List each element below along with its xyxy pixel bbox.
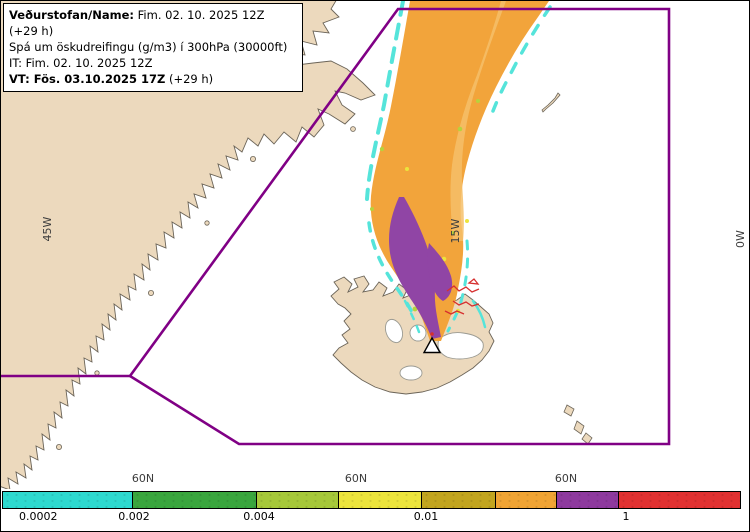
island	[350, 126, 356, 132]
lime-speck	[457, 126, 463, 132]
scale-cell-green	[132, 491, 257, 509]
hofsjokull-glacier	[409, 324, 427, 342]
island	[563, 404, 575, 417]
red-contours	[444, 278, 480, 315]
red-contour	[444, 310, 465, 315]
info-line-valid-time: VT: Fös. 03.10.2025 17Z (+29 h)	[9, 71, 296, 87]
cyan-fringe-segment	[403, 299, 421, 334]
volcano-triangle-icon	[422, 336, 442, 354]
scale-label-0: 0.0002	[19, 510, 58, 523]
cyan-fringe-segment	[471, 299, 487, 329]
info-line-issuer: Veðurstofan/Name: Fim. 02. 10. 2025 12Z …	[9, 7, 296, 39]
ash-plume-light-band	[450, 1, 506, 241]
cyan-fringe-segment	[491, 5, 552, 113]
greenland-offshore-islands	[56, 126, 356, 450]
vatnajokull-glacier	[437, 332, 484, 360]
red-contour	[467, 278, 480, 285]
concentration-color-scale	[2, 491, 748, 509]
fir-boundary	[1, 7, 671, 446]
cyan-fringe-segment	[446, 239, 470, 333]
latitude-label-60n-right: 60N	[555, 472, 577, 485]
ash-plume-purple-core	[389, 197, 453, 339]
scale-label-3: 0.01	[413, 510, 439, 523]
valid-time-offset: (+29 h)	[165, 72, 214, 86]
iceland-glaciers	[384, 318, 484, 381]
greenland-landmass	[1, 1, 376, 489]
latitude-label-60n-left: 60N	[132, 472, 154, 485]
island	[56, 443, 63, 450]
island	[147, 289, 154, 296]
scale-cell-lime	[256, 491, 339, 509]
graticule-labels: 45W 15W 0W 60N 60N 60N	[41, 216, 747, 485]
lime-speck	[370, 207, 374, 211]
scale-cell-cyan	[2, 491, 133, 509]
scale-cell-purple	[556, 491, 619, 509]
island	[204, 220, 210, 226]
scale-label-2: 0.004	[243, 510, 275, 523]
ash-plume-specks	[370, 99, 480, 314]
volcano-marker	[422, 332, 442, 354]
volcano-summit-dot	[430, 332, 434, 336]
myrdalsjokull-glacier	[399, 365, 423, 381]
lime-speck	[379, 146, 385, 152]
info-line-product: Spá um öskudreifingu (g/m3) í 300hPa (30…	[9, 40, 288, 54]
latitude-label-60n-middle: 60N	[345, 472, 367, 485]
scale-label-4: 1	[622, 510, 630, 523]
island	[573, 420, 585, 435]
longitude-label-15w: 15W	[449, 218, 462, 243]
fir-boundary-polygon	[128, 7, 671, 446]
faroe-islands	[563, 404, 593, 445]
yellow-speck	[405, 167, 409, 171]
langjokull-glacier	[384, 318, 404, 344]
purple-core-lobe	[427, 243, 453, 301]
issuer-label: Veðurstofan/Name:	[9, 8, 134, 22]
lime-speck	[412, 306, 418, 312]
info-line-issue-time: IT: Fim. 02. 10. 2025 12Z	[9, 56, 153, 70]
forecast-info-box: Veðurstofan/Name: Fim. 02. 10. 2025 12Z …	[3, 3, 303, 92]
cyan-fringe-segment	[365, 1, 405, 201]
lime-speck	[451, 231, 455, 235]
scale-cell-olive	[421, 491, 496, 509]
issuer-value: Fim. 02. 10. 2025 12Z (+29 h)	[9, 8, 265, 38]
red-contour	[446, 285, 480, 293]
scale-cell-red	[618, 491, 741, 509]
lime-speck	[476, 99, 480, 103]
longitude-label-45w: 45W	[41, 216, 54, 241]
valid-time-bold: VT: Fös. 03.10.2025 17Z	[9, 72, 166, 86]
jan-mayen-island	[541, 92, 561, 113]
scale-label-1: 0.002	[118, 510, 150, 523]
purple-core-main	[389, 197, 441, 339]
island	[94, 370, 100, 376]
ash-plume-cyan-fringe	[365, 1, 552, 334]
red-contour	[452, 300, 480, 307]
scale-cell-orange	[495, 491, 557, 509]
island	[249, 155, 256, 162]
scale-cell-yellow	[338, 491, 422, 509]
yellow-speck	[465, 219, 469, 223]
longitude-label-0w: 0W	[734, 230, 747, 248]
